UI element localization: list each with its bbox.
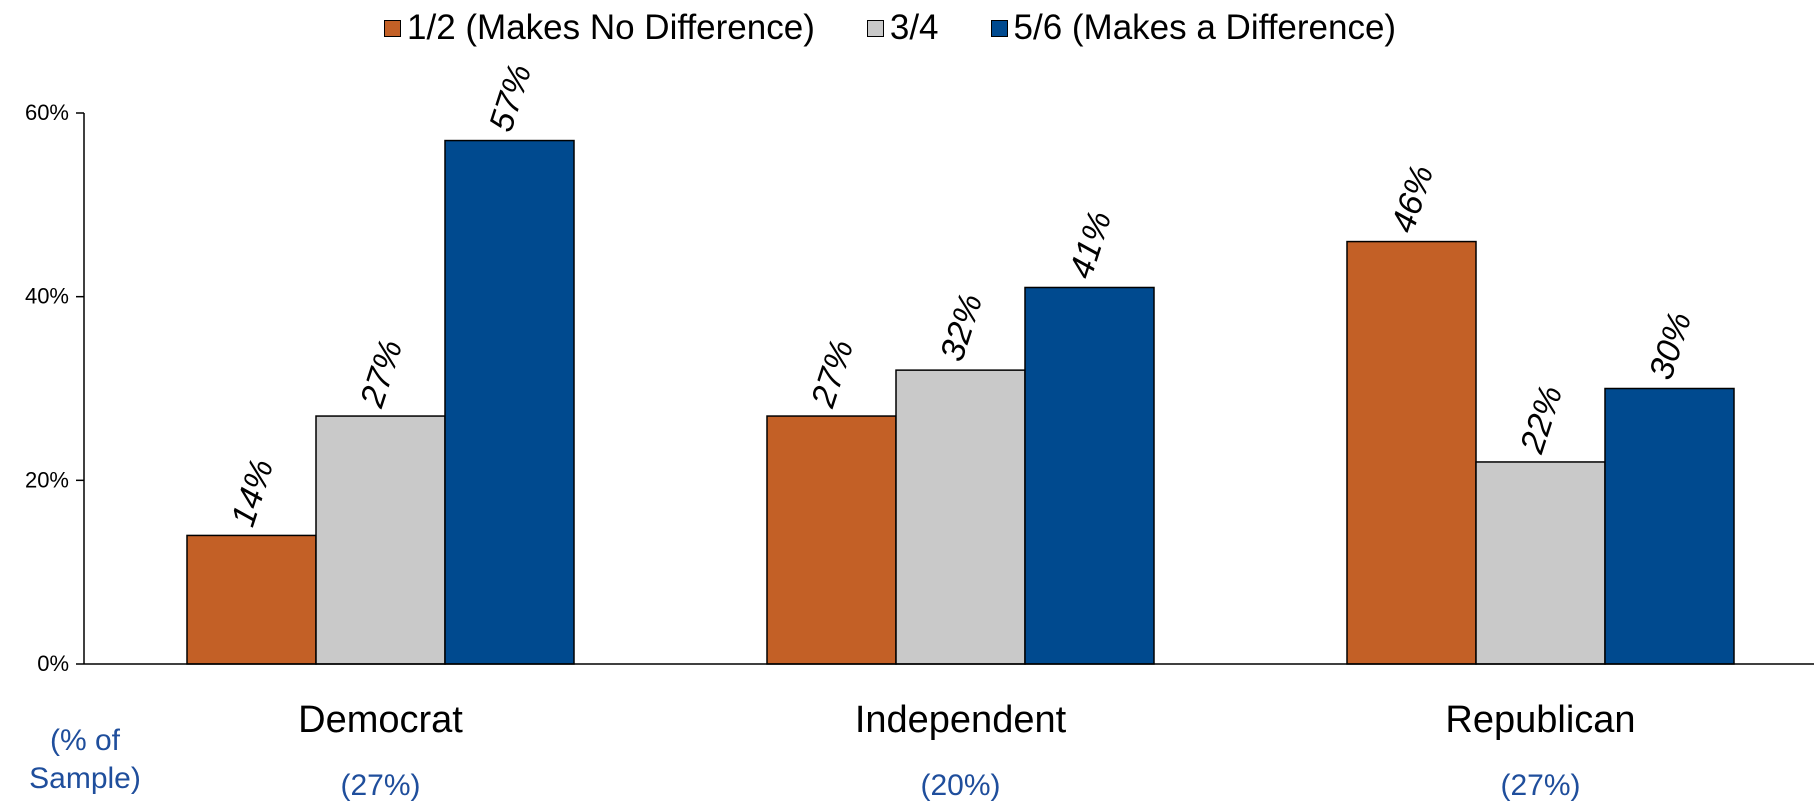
category-label: Republican [1445,699,1635,741]
data-label: 27% [353,335,410,412]
y-tick-label: 60% [25,100,69,125]
category-subtitle: (20%) [920,769,1000,802]
bar [895,369,1026,665]
category-subtitle: (27%) [340,769,420,802]
legend-swatch-1-2 [384,19,401,37]
sample-note: (% of Sample) [20,722,150,798]
legend-item-1-2: 1/2 (Makes No Difference) [384,8,815,48]
data-label: 57% [482,60,539,136]
y-tick-label: 0% [37,651,69,676]
sample-note-line1: (% of [49,724,121,757]
bar [1346,240,1477,665]
data-label: 14% [224,455,281,531]
y-tick-label: 20% [25,467,69,492]
bar [766,415,897,665]
bar [444,139,575,665]
data-label: 30% [1642,308,1699,384]
bar [1604,387,1735,665]
bar [315,415,446,665]
bar [1024,286,1155,665]
category-label: Democrat [298,699,463,741]
category-subtitle: (27%) [1500,769,1580,802]
legend-swatch-5-6 [990,19,1008,37]
sample-note-line2: Sample) [29,762,141,795]
legend-item-5-6: 5/6 (Makes a Difference) [990,8,1397,48]
data-label: 32% [933,289,990,365]
legend-item-3-4: 3/4 [866,8,939,48]
legend-swatch-3-4 [866,19,884,37]
legend-label-3-4: 3/4 [889,8,939,47]
legend-label-5-6: 5/6 (Makes a Difference) [1013,8,1397,47]
legend: 1/2 (Makes No Difference) 3/4 5/6 (Makes… [384,8,1448,48]
category-label: Independent [855,699,1067,741]
legend-label-1-2: 1/2 (Makes No Difference) [407,8,815,47]
data-label: 46% [1384,161,1441,237]
data-label: 27% [804,335,861,412]
bar [1475,461,1606,665]
bar [186,534,317,665]
data-label: 22% [1513,381,1570,458]
y-tick-label: 40% [25,284,69,309]
data-label: 41% [1062,207,1119,283]
